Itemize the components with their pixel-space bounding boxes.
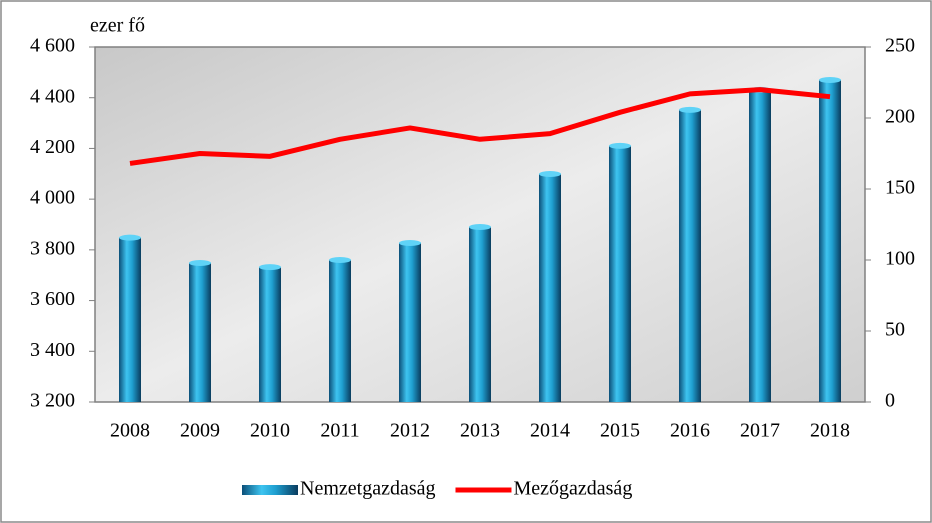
- y-tick-label: 4 000: [30, 187, 75, 209]
- bar-cap: [819, 76, 841, 83]
- bar-cap: [259, 264, 281, 271]
- x-tick-label: 2011: [320, 420, 359, 442]
- bar: [329, 260, 351, 402]
- y-tick-label: 3 200: [30, 390, 75, 412]
- y-tick-label: 4 600: [30, 35, 75, 57]
- x-tick-label: 2015: [600, 420, 640, 442]
- line: [129, 87, 831, 166]
- y2-tick-label: 50: [885, 319, 905, 341]
- x-tick-label: 2009: [180, 420, 220, 442]
- y2-tick-label: 200: [885, 106, 915, 128]
- bar: [399, 243, 421, 402]
- x-tick-label: 2008: [110, 420, 150, 442]
- bar: [819, 79, 841, 402]
- y2-tick-label: 100: [885, 248, 915, 270]
- bar-cap: [329, 257, 351, 263]
- bar: [189, 263, 211, 402]
- bar: [609, 145, 631, 402]
- y-tick-label: 4 400: [30, 85, 75, 107]
- bar-cap: [609, 142, 631, 149]
- bar: [259, 267, 281, 402]
- y2-tick-label: 0: [885, 390, 895, 412]
- bar-cap: [189, 260, 211, 267]
- y-tick-label: 3 400: [30, 339, 75, 361]
- bar: [679, 109, 701, 402]
- bar-cap: [679, 106, 701, 113]
- x-tick-label: 2014: [530, 420, 570, 442]
- bar-cap: [539, 171, 561, 178]
- bar-cap: [469, 224, 491, 231]
- bar: [119, 237, 141, 402]
- x-tick-label: 2017: [740, 420, 780, 442]
- y-unit-label: ezer fő: [90, 15, 145, 37]
- y2-tick-label: 250: [885, 35, 915, 57]
- bar: [539, 174, 561, 402]
- bar-cap: [399, 240, 421, 247]
- x-tick-label: 2012: [390, 420, 430, 442]
- bar-cap: [119, 234, 141, 241]
- y-tick-label: 4 200: [30, 136, 75, 158]
- bar: [749, 89, 771, 402]
- x-tick-label: 2018: [810, 420, 850, 442]
- x-tick-label: 2010: [250, 420, 290, 442]
- legend-swatch: [242, 485, 298, 495]
- legend-label: Mezőgazdaság: [513, 478, 632, 500]
- y-tick-label: 3 800: [30, 237, 75, 259]
- y-tick-label: 3 600: [30, 288, 75, 310]
- bar: [469, 227, 491, 402]
- x-tick-label: 2016: [670, 420, 710, 442]
- x-tick-label: 2013: [460, 420, 500, 442]
- legend-label: Nemzetgazdaság: [300, 478, 435, 500]
- y2-tick-label: 150: [885, 177, 915, 199]
